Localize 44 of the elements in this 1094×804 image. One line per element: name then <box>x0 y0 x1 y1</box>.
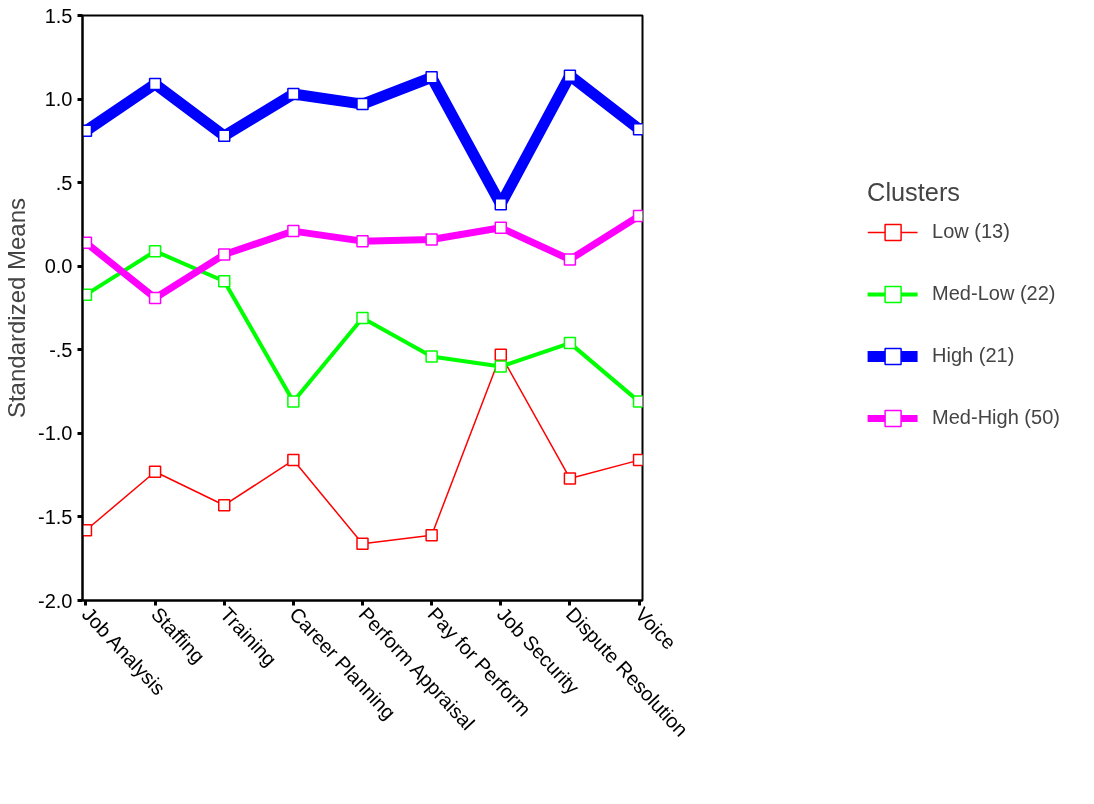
legend-label: Low (13) <box>932 220 1010 243</box>
legend-label: Med-Low (22) <box>932 282 1056 305</box>
point <box>494 221 508 235</box>
point <box>287 453 300 467</box>
point <box>287 395 300 408</box>
y-axis-title: Standardized Means <box>3 197 31 419</box>
point <box>563 69 577 82</box>
y-tick-label: -2.0 <box>38 589 73 612</box>
point <box>287 224 300 238</box>
y-tick-label: -1.5 <box>38 505 73 528</box>
point <box>563 336 577 350</box>
y-tick-label: .5 <box>55 171 73 194</box>
point <box>356 97 369 111</box>
point <box>632 453 643 467</box>
y-tick-label: -1.0 <box>38 422 73 445</box>
y-tick-label: 0.0 <box>44 255 73 278</box>
point <box>356 311 369 325</box>
legend-label: Med-High (50) <box>932 406 1060 429</box>
legend-title: Clusters <box>867 177 961 207</box>
point <box>425 529 438 542</box>
point <box>287 87 300 101</box>
point <box>632 395 643 408</box>
point <box>148 465 162 479</box>
legend-label: High (21) <box>932 344 1015 367</box>
point <box>425 350 438 363</box>
point <box>217 248 231 261</box>
point <box>425 233 438 246</box>
y-tick-label: 1.0 <box>44 88 73 111</box>
point <box>563 472 577 485</box>
point <box>632 122 643 136</box>
point <box>148 291 162 305</box>
point <box>148 77 162 91</box>
point <box>356 234 369 248</box>
y-tick-label: 1.5 <box>44 4 73 27</box>
point <box>148 244 162 258</box>
y-tick-label: -.5 <box>49 338 73 361</box>
point <box>632 209 643 223</box>
point <box>494 198 508 211</box>
point <box>217 275 231 288</box>
point <box>217 129 231 143</box>
point <box>563 253 577 266</box>
point <box>356 537 369 550</box>
point <box>217 498 231 512</box>
point <box>494 360 508 373</box>
